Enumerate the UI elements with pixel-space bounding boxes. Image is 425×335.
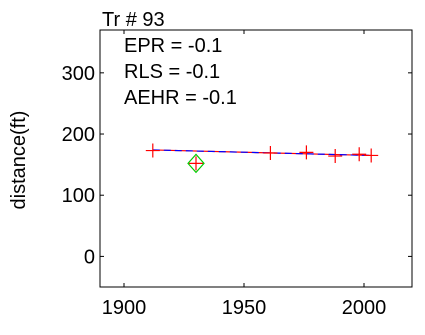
y-tick-label: 300 — [62, 63, 95, 85]
y-tick-label: 0 — [84, 246, 95, 268]
plus-marker — [328, 149, 343, 164]
x-tick-label: 2000 — [342, 297, 387, 319]
annotation-rls: RLS = -0.1 — [124, 61, 220, 83]
plus-marker — [189, 156, 203, 171]
diamond-marker — [187, 153, 205, 174]
annotation-aehr: AEHR = -0.1 — [124, 87, 237, 109]
plot-area — [99, 29, 413, 288]
x-tick-label: 1900 — [102, 297, 147, 319]
plus-marker — [364, 148, 379, 163]
y-tick-label: 100 — [62, 185, 95, 207]
plus-marker — [145, 143, 160, 158]
plus-marker — [299, 145, 314, 160]
plus-marker — [263, 145, 278, 160]
y-tick-label: 200 — [62, 124, 95, 146]
x-tick-label: 1950 — [222, 297, 267, 319]
annotation-epr: EPR = -0.1 — [124, 35, 222, 57]
plus-marker — [352, 147, 367, 162]
data-markers — [145, 143, 379, 174]
chart-title: Tr # 93 — [102, 9, 165, 31]
y-axis-label: distance(ft) — [8, 111, 30, 210]
axis-ticks: 1900 1950 2000 0 100 200 300 — [62, 30, 412, 319]
